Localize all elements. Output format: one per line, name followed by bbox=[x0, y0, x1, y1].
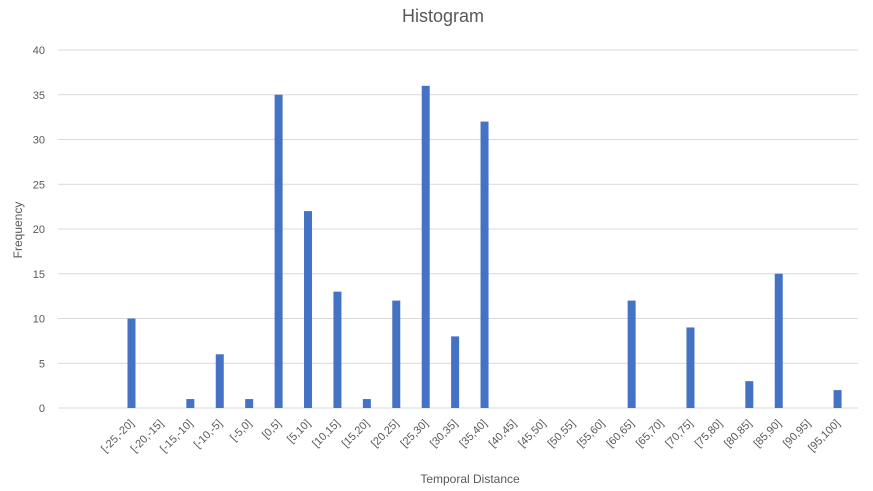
x-tick-label: [-15,-10] bbox=[158, 418, 195, 455]
x-axis-ticks: [-25,-20][-20,-15][-15,-10][-10,-5] [-5,0… bbox=[99, 418, 843, 455]
y-tick-label: 0 bbox=[39, 403, 45, 415]
bar bbox=[215, 354, 224, 408]
bar bbox=[186, 399, 195, 408]
x-tick-label: [40,45] bbox=[487, 418, 519, 450]
y-tick-label: 25 bbox=[33, 179, 45, 191]
bar bbox=[362, 399, 371, 408]
x-tick-label: [10,15] bbox=[310, 418, 342, 450]
y-axis-label: Frequency bbox=[11, 202, 25, 259]
x-tick-label: [55,60] bbox=[575, 418, 607, 450]
x-tick-label: [50,55] bbox=[546, 418, 578, 450]
y-tick-label: 5 bbox=[39, 358, 45, 370]
x-tick-label: [60,65] bbox=[604, 418, 636, 450]
bar bbox=[304, 211, 313, 408]
bar bbox=[421, 85, 430, 409]
x-tick-label: [30,35] bbox=[428, 418, 460, 450]
bar bbox=[245, 399, 254, 408]
gridlines bbox=[58, 49, 858, 409]
y-tick-label: 35 bbox=[33, 90, 45, 102]
x-tick-label: [-10,-5] bbox=[192, 418, 225, 451]
y-tick-label: 10 bbox=[33, 314, 45, 326]
bar bbox=[480, 121, 489, 408]
y-tick-label: 40 bbox=[33, 45, 45, 57]
x-tick-label: [75,80] bbox=[693, 418, 725, 450]
x-tick-label: [80,85] bbox=[722, 418, 754, 450]
chart-title: Histogram bbox=[402, 6, 484, 26]
x-tick-label: [-5,0] bbox=[228, 418, 254, 444]
x-tick-label: [35,40] bbox=[457, 418, 489, 450]
bar bbox=[333, 291, 342, 408]
x-tick-label: [95,100] bbox=[806, 418, 843, 455]
y-tick-label: 30 bbox=[33, 135, 45, 147]
bar bbox=[627, 300, 636, 408]
x-axis-label: Temporal Distance bbox=[420, 472, 520, 486]
x-tick-label: [65,70] bbox=[634, 418, 666, 450]
x-tick-label: [15,20] bbox=[340, 418, 372, 450]
bar bbox=[274, 94, 283, 408]
y-axis-ticks: 0 5 10 15 20 25 30 35 40 bbox=[33, 45, 45, 415]
bar bbox=[774, 273, 783, 408]
x-tick-label: [45,50] bbox=[516, 418, 548, 450]
bar bbox=[745, 381, 754, 408]
bar bbox=[451, 336, 460, 408]
y-tick-label: 20 bbox=[33, 224, 45, 236]
x-tick-label: [25,30] bbox=[399, 418, 431, 450]
y-tick-label: 15 bbox=[33, 269, 45, 281]
bar bbox=[686, 327, 695, 408]
x-tick-label: [20,25] bbox=[369, 418, 401, 450]
x-tick-label: [70,75] bbox=[663, 418, 695, 450]
bars bbox=[127, 85, 842, 409]
x-tick-label: [0,5] bbox=[260, 418, 284, 442]
bar bbox=[833, 390, 842, 408]
x-tick-label: [85,90] bbox=[752, 418, 784, 450]
bar bbox=[392, 300, 401, 408]
bar bbox=[127, 318, 136, 408]
